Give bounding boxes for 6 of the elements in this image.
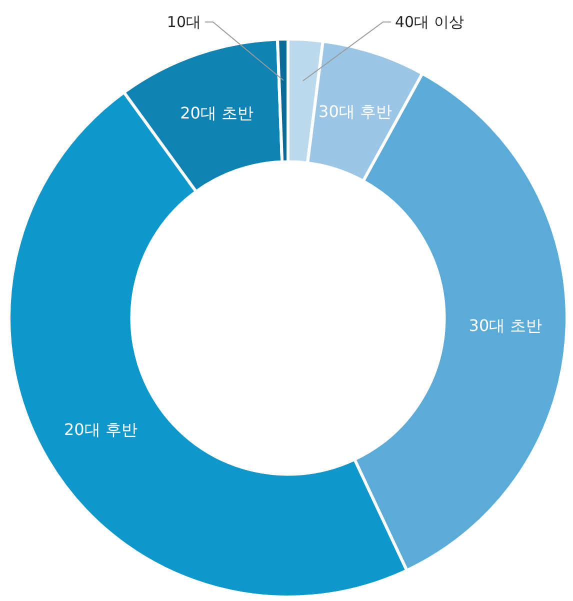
slice-label: 20대 후반	[64, 420, 138, 439]
slice-label: 20대 초반	[180, 103, 254, 122]
slice-label: 30대 초반	[468, 316, 542, 335]
slice-label: 10대	[166, 13, 201, 31]
slice-label: 30대 후반	[318, 102, 392, 122]
slice-label: 40대 이상	[395, 13, 464, 31]
